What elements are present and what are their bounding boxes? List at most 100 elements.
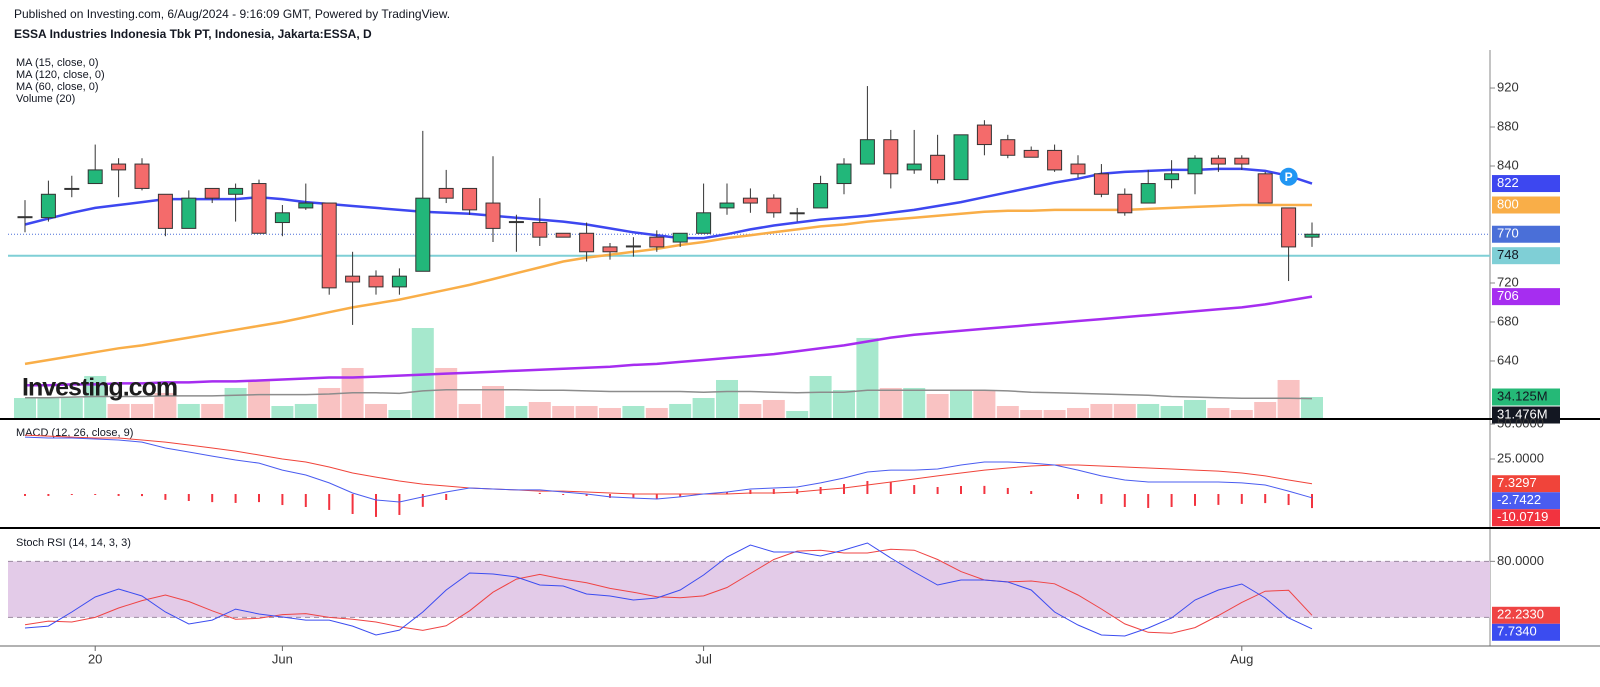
candle-body — [649, 236, 665, 248]
volume-bar — [926, 394, 949, 418]
candle-body — [532, 222, 548, 238]
y-tick-label: 640 — [1497, 352, 1519, 367]
value-badge-label: 800 — [1497, 196, 1519, 211]
volume-bar — [154, 392, 177, 418]
value-badge-label: -10.0719 — [1497, 509, 1548, 524]
macd-line — [24, 436, 1313, 503]
volume-bar — [856, 337, 879, 418]
candle-body — [181, 197, 197, 229]
candle-body — [368, 275, 384, 288]
value-badge — [1492, 509, 1560, 527]
watermark: Investing.com — [22, 374, 177, 402]
candle-body — [1070, 163, 1086, 175]
volume-bar — [1090, 403, 1113, 418]
published-note: Published on Investing.com, 6/Aug/2024 -… — [14, 7, 450, 21]
candle-body — [391, 275, 407, 288]
candle-body — [906, 163, 922, 171]
value-badge — [1492, 606, 1560, 624]
value-badge — [1492, 406, 1560, 424]
volume-bar — [528, 402, 551, 418]
value-badge-label: 34.125M — [1497, 388, 1548, 403]
legend-entry: MA (60, close, 0) — [16, 81, 99, 93]
volume-bar — [739, 403, 762, 418]
value-badge-label: 706 — [1497, 288, 1519, 303]
y-tick-label: 920 — [1497, 79, 1519, 94]
value-badge-label: 770 — [1497, 226, 1519, 241]
x-tick-label: Jun — [272, 651, 293, 666]
volume-bar — [1020, 410, 1043, 418]
stoch-k-line — [24, 542, 1313, 637]
value-badge — [1492, 247, 1560, 265]
value-badge — [1492, 492, 1560, 510]
volume-bar — [1230, 410, 1253, 418]
volume-bar — [177, 403, 200, 418]
volume-bar — [201, 403, 224, 418]
candle-body — [1281, 207, 1297, 248]
volume-bar — [1301, 397, 1323, 418]
candle-body — [298, 202, 314, 209]
moving-average-line — [24, 203, 1312, 366]
volume-bar — [1043, 410, 1066, 418]
y-tick-label: 880 — [1497, 118, 1519, 133]
candle-body — [976, 124, 992, 146]
x-tick-label: Jul — [695, 651, 712, 666]
value-badge-label: -2.7422 — [1497, 492, 1541, 507]
volume-bar — [505, 406, 528, 418]
y-tick-label: 80.0000 — [1497, 553, 1544, 568]
candle-body — [1047, 149, 1063, 171]
value-badge — [1492, 175, 1560, 193]
volume-bar — [1067, 407, 1089, 418]
candle-body — [719, 202, 735, 209]
volume-bar — [716, 379, 738, 418]
volume-bar — [37, 398, 60, 418]
signal-line — [24, 434, 1313, 495]
volume-bar — [973, 390, 996, 418]
volume-bar — [762, 399, 785, 418]
volume-bar — [622, 406, 645, 418]
volume-bar — [996, 406, 1019, 418]
candle-body — [251, 183, 267, 234]
y-tick-label: 25.0000 — [1497, 450, 1544, 465]
candle-body — [64, 187, 80, 190]
value-badge-label: 822 — [1497, 175, 1519, 190]
band-fill — [8, 561, 1490, 618]
volume-bar — [903, 387, 926, 418]
candle-body — [134, 163, 150, 189]
value-badge-label: 7.7340 — [1497, 624, 1537, 639]
chart-title: ESSA Industries Indonesia Tbk PT, Indone… — [14, 27, 372, 41]
candle-body — [602, 246, 618, 253]
candle-body — [508, 221, 524, 224]
candle-body — [1140, 183, 1156, 204]
value-badge — [1492, 288, 1560, 306]
volume-bar — [388, 410, 411, 418]
candle-body — [859, 139, 875, 165]
volume-ma-line — [25, 388, 1313, 400]
volume-bar — [950, 390, 972, 418]
value-badge-label: 748 — [1497, 247, 1519, 262]
volume-bar — [1207, 407, 1230, 418]
volume-bar — [131, 403, 153, 418]
marker-icon — [1279, 167, 1298, 186]
volume-bar — [786, 410, 809, 418]
candle-body — [462, 187, 478, 211]
candle-body — [883, 139, 899, 175]
volume-bar — [879, 387, 902, 418]
volume-bar — [645, 407, 668, 418]
candle-body — [766, 197, 782, 214]
candle-body — [742, 197, 758, 204]
candle-body — [1257, 173, 1273, 204]
volume-bar — [318, 387, 341, 418]
volume-bar — [107, 403, 130, 418]
candle-body — [555, 232, 571, 238]
volume-bar — [248, 379, 270, 418]
candle-body — [579, 232, 595, 253]
candle-body — [1234, 157, 1250, 165]
volume-bar — [575, 406, 598, 418]
candle-body — [930, 154, 946, 181]
volume-bar — [833, 390, 855, 418]
volume-bar — [1254, 402, 1277, 418]
volume-bar — [599, 407, 621, 418]
legend-entry: Volume (20) — [16, 93, 75, 105]
volume-bar — [458, 403, 481, 418]
candle-body — [813, 183, 829, 209]
